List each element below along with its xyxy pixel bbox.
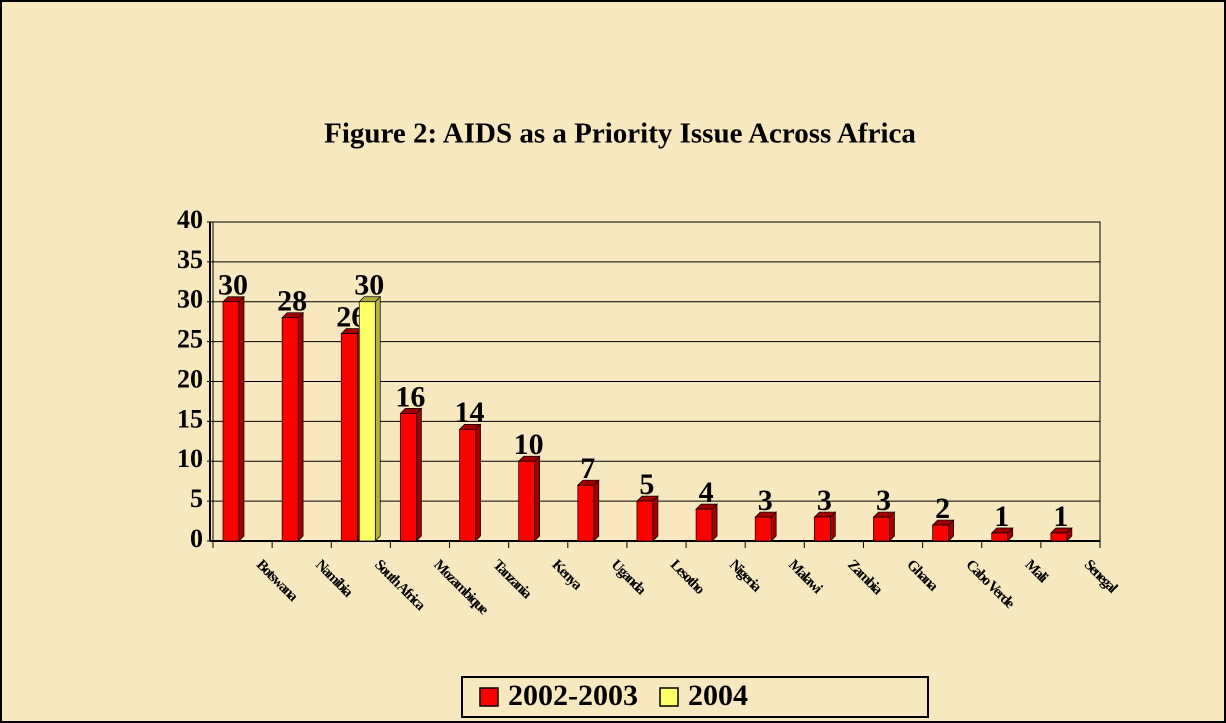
data-label: 1 <box>994 500 1009 533</box>
data-label: 3 <box>758 484 773 517</box>
bar-side <box>652 495 659 542</box>
bar <box>577 484 595 542</box>
data-label: 30 <box>354 269 384 302</box>
legend-box <box>461 676 929 718</box>
bar <box>932 524 949 542</box>
bar <box>813 516 831 542</box>
y-tick-label: 5 <box>190 484 203 513</box>
bar <box>873 516 890 542</box>
bar <box>754 516 772 542</box>
y-tick-label: 20 <box>177 364 203 393</box>
y-tick-label: 15 <box>177 404 203 433</box>
y-tick-label: 35 <box>177 245 203 274</box>
data-label: 10 <box>514 428 544 461</box>
legend-label: 2002-2003 <box>508 679 638 712</box>
y-tick-label: 25 <box>177 325 203 354</box>
data-label: 16 <box>395 380 425 413</box>
bar-side <box>416 407 422 542</box>
bar-side <box>475 423 481 542</box>
data-label: 3 <box>817 484 832 517</box>
bar-side <box>238 295 245 542</box>
y-tick-label: 0 <box>190 524 203 553</box>
bar <box>281 317 299 542</box>
legend-swatch <box>659 687 679 707</box>
data-label: 7 <box>580 452 595 485</box>
data-label: 5 <box>639 468 654 501</box>
data-label: 3 <box>876 484 891 517</box>
bar <box>222 301 240 542</box>
bar <box>695 508 713 542</box>
bar <box>636 500 654 542</box>
bar-side <box>297 311 304 542</box>
data-label: 14 <box>455 396 485 429</box>
bar <box>991 532 1009 542</box>
y-tick-label: 30 <box>177 285 203 314</box>
data-label: 2 <box>935 492 950 525</box>
data-label: 4 <box>699 476 714 509</box>
y-tick-label: 10 <box>177 444 203 473</box>
legend-swatch <box>479 687 499 707</box>
bar <box>340 333 358 542</box>
bar <box>459 429 476 542</box>
bar <box>400 413 417 542</box>
bar <box>518 460 536 542</box>
legend-label: 2004 <box>688 679 748 712</box>
bar-side <box>593 479 600 542</box>
bar <box>358 301 376 542</box>
y-tick-label: 40 <box>177 205 203 234</box>
bar-side <box>534 455 541 542</box>
bar <box>1050 532 1068 542</box>
bar-side <box>711 503 718 542</box>
chart-title: Figure 2: AIDS as a Priority Issue Acros… <box>324 118 916 150</box>
bar-side <box>374 295 381 542</box>
data-label: 28 <box>277 285 307 318</box>
data-label: 30 <box>218 269 248 302</box>
data-label: 1 <box>1053 500 1068 533</box>
